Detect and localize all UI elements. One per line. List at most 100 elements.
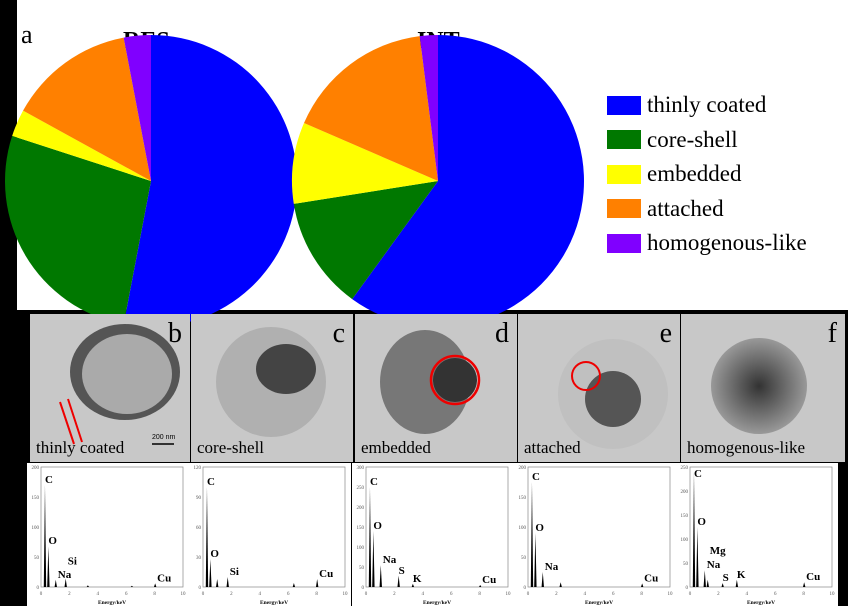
spectrum-peak bbox=[292, 583, 296, 587]
spectrum-peak bbox=[130, 585, 134, 587]
spectrum-peak bbox=[559, 582, 562, 587]
spectrum-peak bbox=[315, 579, 319, 587]
spectrum-peak bbox=[368, 487, 372, 587]
y-tick-label: 30 bbox=[196, 556, 202, 561]
spectrum-peak bbox=[640, 583, 644, 587]
spectrum-peak bbox=[205, 487, 209, 587]
legend-label: core-shell bbox=[647, 126, 738, 152]
peak-label: Na bbox=[707, 559, 721, 571]
tem-image-e: e attached bbox=[518, 314, 680, 462]
particle-image bbox=[558, 339, 668, 449]
y-tick-label: 150 bbox=[357, 526, 365, 531]
x-tick-label: 8 bbox=[153, 592, 156, 597]
x-tick-label: 2 bbox=[230, 592, 233, 597]
peak-label: C bbox=[207, 476, 215, 488]
y-tick-label: 60 bbox=[196, 526, 202, 531]
y-tick-label: 90 bbox=[196, 496, 202, 501]
pie-slice-embedded bbox=[12, 110, 151, 181]
legend-label: attached bbox=[647, 195, 724, 221]
spectrum-peak bbox=[153, 583, 157, 587]
peak-label: Si bbox=[68, 556, 77, 568]
peak-label: O bbox=[210, 548, 219, 560]
pie-slice-thinly-coated bbox=[123, 35, 297, 327]
y-tick-label: 50 bbox=[683, 562, 689, 567]
peak-label: Cu bbox=[482, 574, 496, 586]
peak-label: C bbox=[45, 474, 53, 486]
x-tick-label: 6 bbox=[450, 592, 453, 597]
pie-slice-homogenous-like bbox=[419, 35, 438, 181]
spectrum-peak bbox=[47, 546, 50, 587]
spectrum-peak bbox=[721, 583, 724, 587]
x-tick-label: 8 bbox=[315, 592, 318, 597]
peak-label: Cu bbox=[157, 572, 171, 584]
eds-spectrum-c: 0 30 60 90 120 0 2 4 6 8 10 Energy/keV C O Si Cu bbox=[189, 463, 351, 606]
legend: thinly coated core-shell embedded attach… bbox=[607, 88, 807, 261]
y-tick-label: 100 bbox=[357, 546, 365, 551]
plot-frame bbox=[527, 466, 671, 588]
pie-slice-thinly-coated bbox=[352, 35, 584, 327]
legend-swatch bbox=[607, 164, 641, 184]
peak-label: S bbox=[399, 565, 405, 577]
panel-caption: core-shell bbox=[197, 438, 265, 457]
y-tick-label: 200 bbox=[519, 466, 527, 471]
y-tick-label: 50 bbox=[521, 556, 527, 561]
panel-label-a: a bbox=[21, 20, 33, 49]
x-axis-label: Energy/keV bbox=[585, 600, 613, 606]
y-tick-label: 200 bbox=[32, 466, 40, 471]
pie-slice-core-shell bbox=[5, 135, 151, 325]
pie-slice-attached bbox=[23, 37, 151, 181]
peak-label: S bbox=[723, 572, 729, 584]
y-tick-label: 0 bbox=[37, 586, 40, 591]
spectrum-peak bbox=[735, 579, 739, 587]
peak-label: Cu bbox=[806, 571, 820, 583]
spectrum-peak bbox=[216, 579, 219, 587]
spectrum-peak bbox=[54, 579, 57, 587]
spectrum-peak bbox=[703, 570, 706, 587]
y-tick-label: 100 bbox=[32, 526, 40, 531]
plot-frame bbox=[40, 466, 184, 588]
peak-label: K bbox=[737, 569, 746, 581]
x-tick-label: 4 bbox=[97, 592, 100, 597]
spectrum-peak bbox=[226, 577, 229, 587]
particle-image bbox=[380, 330, 481, 434]
spectrum-peak bbox=[372, 531, 375, 587]
peak-label: C bbox=[532, 471, 540, 483]
y-tick-label: 50 bbox=[34, 556, 40, 561]
x-tick-label: 10 bbox=[506, 592, 512, 597]
pie-slice-homogenous-like bbox=[123, 35, 151, 181]
panel-letter: f bbox=[827, 318, 837, 349]
x-tick-label: 2 bbox=[68, 592, 71, 597]
spectrum-peak bbox=[706, 579, 709, 587]
panel-caption: thinly coated bbox=[36, 438, 125, 457]
panel-caption: attached bbox=[524, 438, 581, 457]
x-tick-label: 0 bbox=[689, 592, 692, 597]
pie-slice-attached bbox=[304, 36, 438, 182]
y-tick-label: 0 bbox=[199, 586, 202, 591]
spectrum-peak bbox=[397, 575, 400, 587]
peak-label: Cu bbox=[644, 572, 658, 584]
x-tick-label: 10 bbox=[830, 592, 836, 597]
x-tick-label: 8 bbox=[478, 592, 481, 597]
pie-slice-embedded bbox=[292, 123, 438, 204]
particle-image bbox=[711, 338, 807, 434]
peak-label: Na bbox=[383, 554, 397, 566]
x-tick-label: 4 bbox=[259, 592, 262, 597]
peak-label: Mg bbox=[710, 545, 726, 557]
x-tick-label: 0 bbox=[40, 592, 43, 597]
panel-letter: d bbox=[495, 318, 509, 349]
y-tick-label: 300 bbox=[357, 466, 365, 471]
spectrum-peak bbox=[478, 585, 482, 587]
y-tick-label: 250 bbox=[357, 486, 365, 491]
peak-label: C bbox=[370, 476, 378, 488]
x-axis-label: Energy/keV bbox=[747, 600, 775, 606]
spectrum-peak bbox=[209, 559, 212, 587]
legend-item: core-shell bbox=[607, 123, 807, 158]
legend-swatch bbox=[607, 199, 641, 219]
plot-frame bbox=[689, 466, 833, 588]
x-axis-label: Energy/keV bbox=[98, 600, 126, 606]
legend-label: thinly coated bbox=[647, 92, 767, 118]
legend-swatch bbox=[607, 95, 641, 115]
spectrum-peak bbox=[802, 582, 806, 587]
y-tick-label: 200 bbox=[357, 506, 365, 511]
